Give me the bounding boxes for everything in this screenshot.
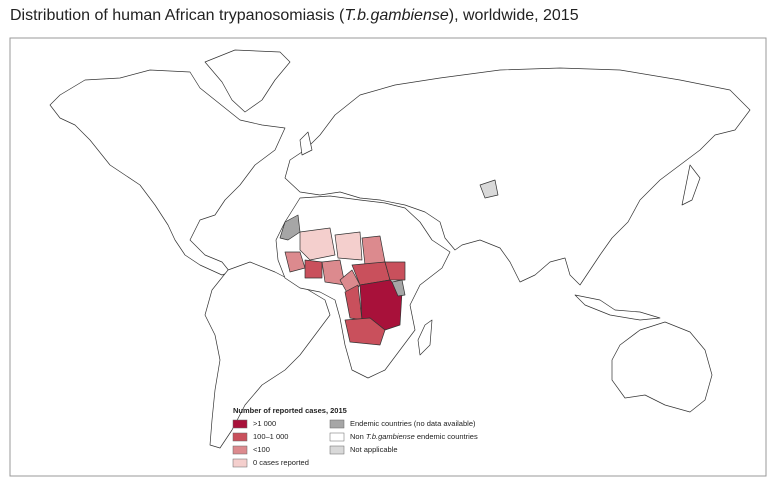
legend-swatch	[329, 432, 345, 442]
country	[384, 261, 406, 281]
legend-swatch	[232, 419, 248, 429]
japan	[681, 164, 701, 206]
legend-swatch	[329, 419, 345, 429]
legend-title: Number of reported cases, 2015	[233, 406, 347, 415]
indonesia	[574, 294, 661, 321]
legend-label: Endemic countries (no data available)	[350, 419, 476, 428]
legend-swatch	[232, 445, 248, 455]
legend-swatch	[232, 432, 248, 442]
title-part: T.b.gambiense	[344, 7, 448, 24]
legend-label-part: endemic countries	[415, 432, 478, 441]
title: Distribution of human African trypanosom…	[10, 7, 579, 24]
country	[391, 279, 406, 297]
legend-label: Non T.b.gambiense endemic countries	[350, 432, 478, 441]
country	[479, 179, 499, 199]
title-part: ), worldwide, 2015	[449, 7, 579, 24]
legend-label: Not applicable	[350, 445, 398, 454]
legend-swatch	[232, 458, 248, 468]
legend-label: >1 000	[253, 419, 276, 428]
australia	[611, 321, 713, 413]
country	[304, 259, 323, 279]
legend-label: 0 cases reported	[253, 458, 309, 467]
legend-label-part: Non	[350, 432, 366, 441]
legend: Number of reported cases, 2015 >1 000 100–…	[232, 406, 478, 468]
madagascar	[417, 319, 433, 356]
uk	[299, 131, 313, 156]
legend-swatch	[329, 445, 345, 455]
country	[334, 231, 363, 261]
map	[49, 49, 751, 449]
legend-label: 100–1 000	[253, 432, 288, 441]
country	[299, 227, 336, 261]
title-part: Distribution of human African trypanosom…	[10, 7, 345, 24]
country	[344, 317, 386, 346]
greenland	[204, 49, 291, 113]
eurasia	[284, 67, 751, 286]
legend-label: <100	[253, 445, 270, 454]
north-america	[49, 69, 286, 276]
legend-label-part: T.b.gambiense	[366, 432, 415, 441]
country	[279, 214, 301, 241]
